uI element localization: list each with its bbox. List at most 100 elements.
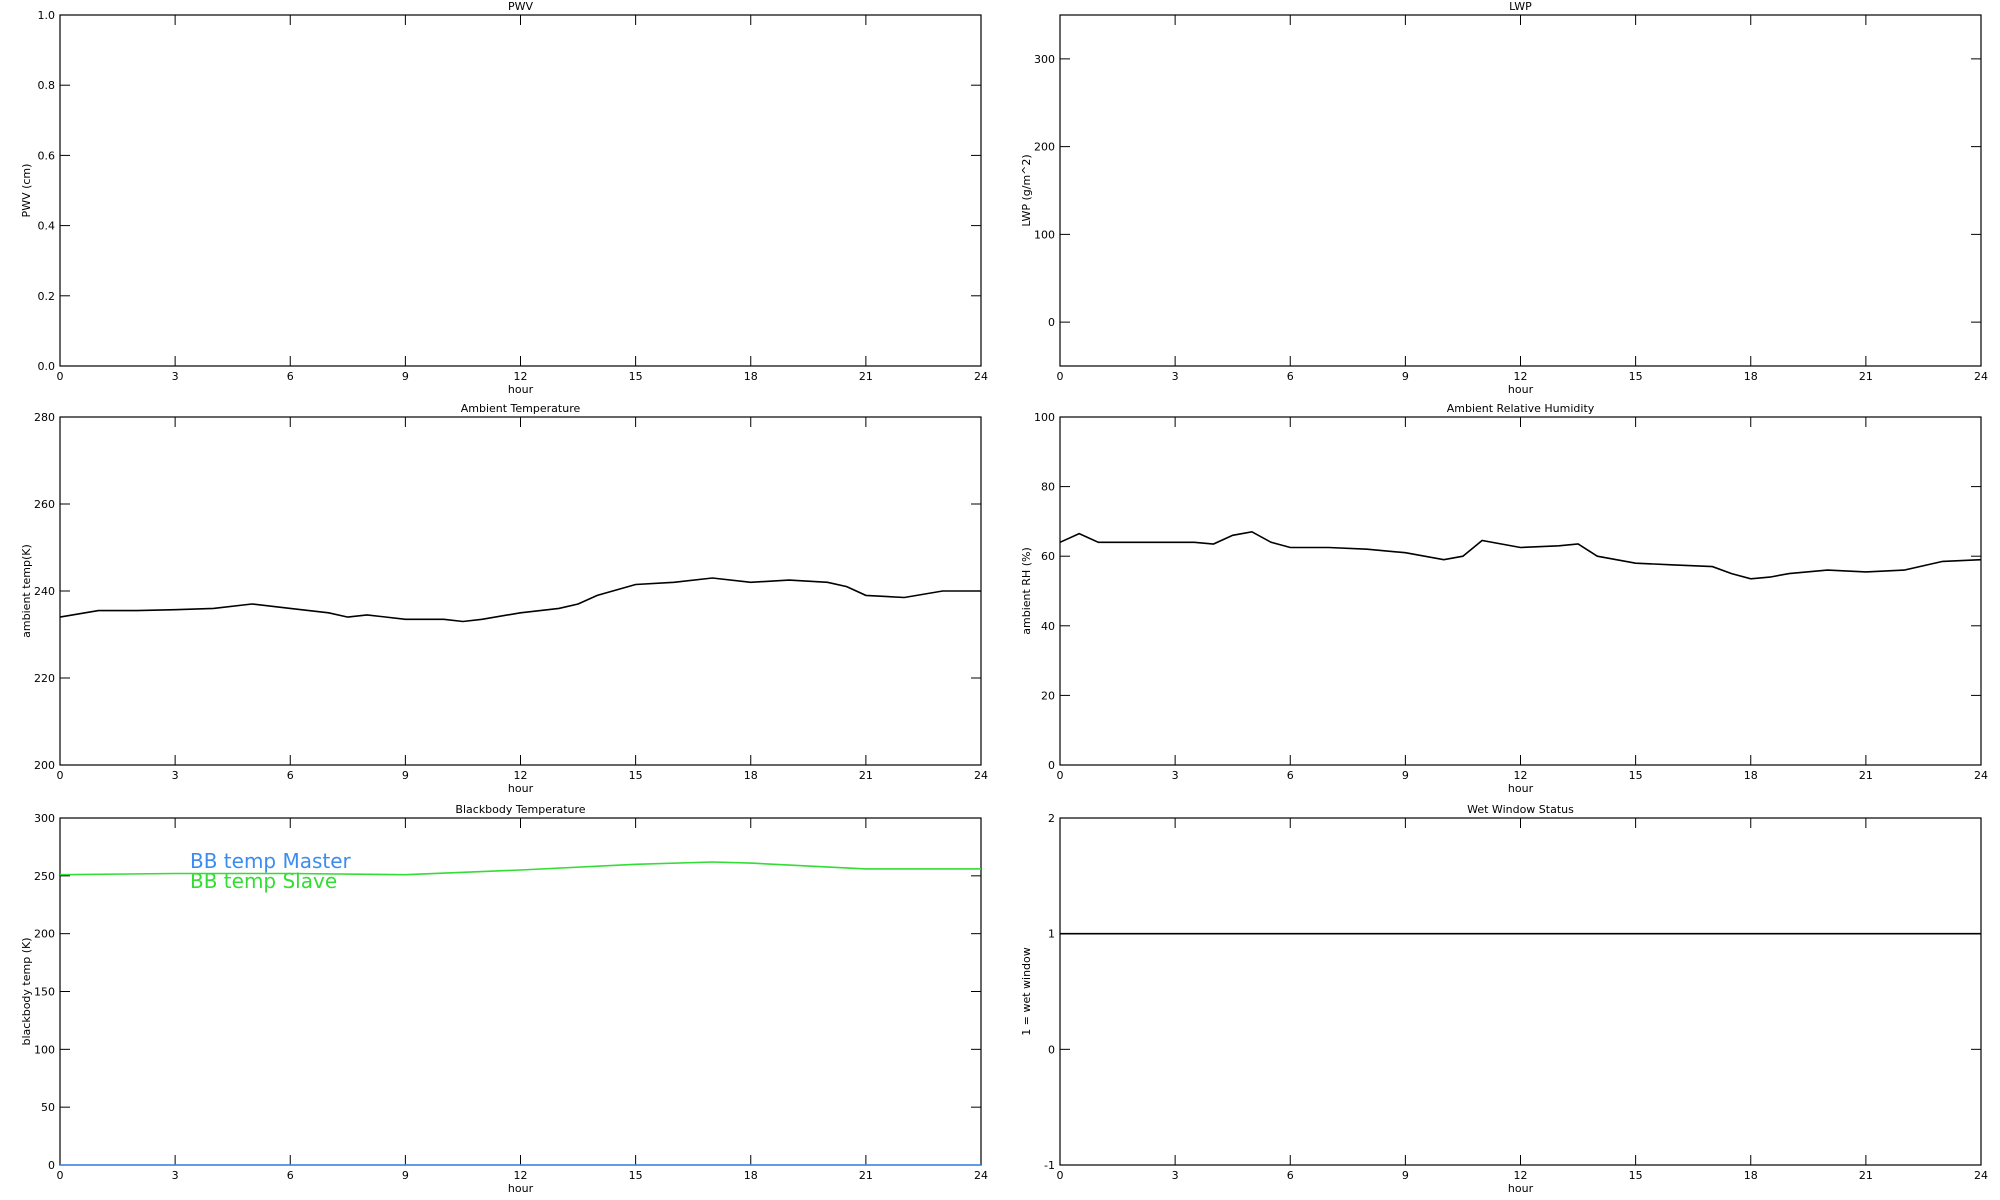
y-tick-label: 300: [34, 812, 55, 825]
plot-frame: [1059, 416, 1982, 766]
legend-label: BB temp Slave: [190, 869, 337, 893]
x-tick-label: 9: [402, 769, 409, 782]
y-tick-label: 200: [34, 928, 55, 941]
y-tick-label: 40: [1041, 620, 1055, 633]
x-tick-label: 3: [1172, 1169, 1179, 1182]
x-tick-label: 0: [57, 370, 64, 383]
chart-title: PWV: [508, 0, 534, 13]
x-tick-label: 24: [1974, 370, 1988, 383]
x-tick-label: 12: [514, 769, 528, 782]
plot-frame: [1059, 14, 1982, 367]
y-tick-label: 300: [1034, 53, 1055, 66]
y-tick-label: 0: [1048, 316, 1055, 329]
x-axis-label: hour: [508, 1182, 534, 1195]
y-tick-label: 1: [1048, 928, 1055, 941]
x-tick-label: 21: [859, 370, 873, 383]
y-tick-label: 0.6: [38, 149, 56, 162]
x-tick-label: 12: [514, 370, 528, 383]
x-tick-label: 18: [1744, 1169, 1758, 1182]
x-tick-label: 21: [1859, 769, 1873, 782]
x-tick-label: 3: [172, 370, 179, 383]
x-tick-label: 12: [1514, 370, 1528, 383]
x-tick-label: 15: [1629, 769, 1643, 782]
y-tick-label: 2: [1048, 812, 1055, 825]
y-axis-label: PWV (cm): [20, 164, 33, 218]
y-tick-label: 280: [34, 411, 55, 424]
y-tick-label: 1.0: [38, 9, 56, 22]
x-tick-label: 18: [744, 370, 758, 383]
x-tick-label: 9: [1402, 769, 1409, 782]
data-line: [59, 861, 981, 876]
x-tick-label: 15: [1629, 370, 1643, 383]
y-tick-label: 100: [1034, 411, 1055, 424]
y-tick-label: 20: [1041, 689, 1055, 702]
chart-title: LWP: [1509, 0, 1532, 13]
x-axis-label: hour: [1508, 383, 1534, 396]
y-tick-label: 260: [34, 498, 55, 511]
x-tick-label: 15: [629, 370, 643, 383]
y-axis-label: 1 = wet window: [1020, 947, 1033, 1036]
x-tick-label: 12: [1514, 1169, 1528, 1182]
x-tick-label: 21: [1859, 1169, 1873, 1182]
x-axis-label: hour: [508, 782, 534, 795]
x-tick-label: 9: [402, 1169, 409, 1182]
plot-frame: [59, 416, 982, 766]
data-line: [59, 577, 981, 623]
x-tick-label: 18: [1744, 769, 1758, 782]
x-tick-label: 21: [859, 769, 873, 782]
y-tick-label: 150: [34, 986, 55, 999]
x-tick-label: 0: [1057, 370, 1064, 383]
x-tick-label: 0: [1057, 769, 1064, 782]
x-tick-label: 15: [1629, 1169, 1643, 1182]
chart-title: Wet Window Status: [1467, 803, 1574, 816]
chart-title: Blackbody Temperature: [455, 803, 585, 816]
x-tick-label: 12: [1514, 769, 1528, 782]
plot-frame: [59, 14, 982, 367]
x-tick-label: 3: [1172, 370, 1179, 383]
y-tick-label: 200: [34, 759, 55, 772]
x-tick-label: 6: [287, 769, 294, 782]
x-tick-label: 21: [859, 1169, 873, 1182]
x-tick-label: 3: [1172, 769, 1179, 782]
y-axis-label: ambient temp(K): [20, 544, 33, 638]
chart-title: Ambient Temperature: [461, 402, 581, 415]
y-axis-label: blackbody temp (K): [20, 938, 33, 1046]
y-tick-label: 0.4: [38, 220, 56, 233]
y-tick-label: 0: [48, 1159, 55, 1172]
x-axis-label: hour: [508, 383, 534, 396]
chart-title: Ambient Relative Humidity: [1447, 402, 1595, 415]
y-tick-label: 0.2: [38, 290, 56, 303]
x-tick-label: 18: [1744, 370, 1758, 383]
x-tick-label: 9: [1402, 370, 1409, 383]
y-tick-label: -1: [1044, 1159, 1055, 1172]
y-tick-label: 0.0: [38, 360, 56, 373]
x-axis-label: hour: [1508, 1182, 1534, 1195]
x-tick-label: 24: [1974, 769, 1988, 782]
x-tick-label: 6: [287, 1169, 294, 1182]
x-tick-label: 18: [744, 769, 758, 782]
x-tick-label: 12: [514, 1169, 528, 1182]
x-tick-label: 15: [629, 1169, 643, 1182]
y-tick-label: 50: [41, 1101, 55, 1114]
x-tick-label: 6: [287, 370, 294, 383]
y-tick-label: 0: [1048, 759, 1055, 772]
y-tick-label: 250: [34, 870, 55, 883]
x-tick-label: 3: [172, 1169, 179, 1182]
y-tick-label: 0.8: [38, 79, 56, 92]
plot-frame: [1059, 817, 1982, 1166]
x-tick-label: 24: [1974, 1169, 1988, 1182]
y-tick-label: 60: [1041, 550, 1055, 563]
x-tick-label: 24: [974, 769, 988, 782]
y-tick-label: 240: [34, 585, 55, 598]
x-tick-label: 24: [974, 1169, 988, 1182]
x-tick-label: 0: [57, 1169, 64, 1182]
x-tick-label: 3: [172, 769, 179, 782]
x-axis-label: hour: [1508, 782, 1534, 795]
x-tick-label: 6: [1287, 1169, 1294, 1182]
y-tick-label: 0: [1048, 1043, 1055, 1056]
x-tick-label: 15: [629, 769, 643, 782]
x-tick-label: 0: [57, 769, 64, 782]
x-tick-label: 9: [402, 370, 409, 383]
y-tick-label: 100: [34, 1043, 55, 1056]
